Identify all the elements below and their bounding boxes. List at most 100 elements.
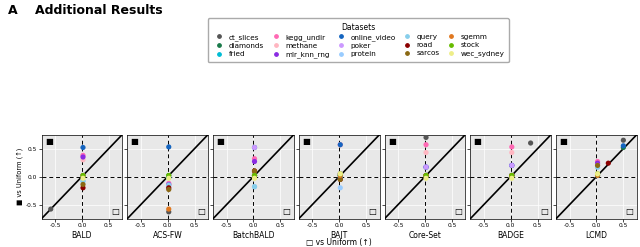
Point xyxy=(593,172,603,176)
Point xyxy=(335,177,346,181)
Point xyxy=(164,183,174,187)
Point xyxy=(593,165,603,169)
Point xyxy=(164,187,174,191)
Point xyxy=(507,151,517,155)
Point xyxy=(250,157,260,161)
Point xyxy=(164,173,174,177)
Point xyxy=(593,160,603,164)
Point xyxy=(421,173,431,177)
X-axis label: ACS-FW: ACS-FW xyxy=(153,230,182,240)
Point xyxy=(507,164,517,167)
Point xyxy=(164,181,174,185)
Point xyxy=(78,173,88,177)
Point xyxy=(507,173,517,177)
Text: □: □ xyxy=(369,207,376,216)
Point xyxy=(507,145,517,149)
Point xyxy=(335,172,346,176)
Point xyxy=(618,145,628,149)
Point xyxy=(593,173,603,177)
X-axis label: BADGE: BADGE xyxy=(497,230,524,240)
Point xyxy=(78,176,88,180)
Text: □: □ xyxy=(454,207,462,216)
Point xyxy=(507,173,517,177)
Point xyxy=(164,210,174,214)
Point xyxy=(335,173,346,177)
Point xyxy=(421,176,431,180)
Point xyxy=(250,160,260,164)
X-axis label: Core-Set: Core-Set xyxy=(408,230,442,240)
Point xyxy=(78,183,88,186)
Point xyxy=(250,173,260,177)
Point xyxy=(335,143,346,147)
Point xyxy=(421,143,431,147)
Point xyxy=(421,173,431,177)
Point xyxy=(421,173,431,177)
Point xyxy=(507,164,517,167)
Text: □: □ xyxy=(197,207,205,216)
Legend: ct_slices, diamonds, fried, kegg_undir, methane, mlr_knn_rng, online_video, poke: ct_slices, diamonds, fried, kegg_undir, … xyxy=(208,19,509,62)
Point xyxy=(335,172,346,176)
Point xyxy=(335,143,346,147)
Y-axis label: ■ vs Uniform (↑): ■ vs Uniform (↑) xyxy=(17,148,23,205)
Point xyxy=(507,176,517,180)
Point xyxy=(603,161,613,165)
Point xyxy=(618,138,628,142)
Point xyxy=(78,173,88,177)
Point xyxy=(164,187,174,191)
Point xyxy=(593,172,603,176)
Point xyxy=(250,145,260,149)
Point xyxy=(507,173,517,177)
Point xyxy=(421,165,431,169)
Point xyxy=(335,173,346,177)
Text: □: □ xyxy=(283,207,291,216)
X-axis label: BAIT: BAIT xyxy=(331,230,348,240)
Text: ■: ■ xyxy=(474,137,481,146)
Point xyxy=(335,173,346,177)
Point xyxy=(507,173,517,177)
Point xyxy=(164,145,174,149)
Text: A: A xyxy=(8,4,18,17)
Point xyxy=(593,162,603,166)
Point xyxy=(164,207,174,211)
Point xyxy=(593,165,603,169)
Point xyxy=(507,173,517,177)
Point xyxy=(78,153,88,157)
Point xyxy=(421,135,431,139)
Point xyxy=(164,186,174,190)
X-axis label: BatchBALD: BatchBALD xyxy=(232,230,275,240)
Point xyxy=(78,173,88,177)
X-axis label: LCMD: LCMD xyxy=(586,230,607,240)
Point xyxy=(250,173,260,177)
Point xyxy=(78,173,88,177)
Point xyxy=(507,173,517,177)
Point xyxy=(250,169,260,173)
Point xyxy=(45,207,56,211)
Point xyxy=(421,165,431,169)
Point xyxy=(250,176,260,180)
Text: ■: ■ xyxy=(131,137,138,146)
Point xyxy=(335,143,346,147)
Text: ■: ■ xyxy=(559,137,567,146)
Point xyxy=(78,173,88,177)
Point xyxy=(421,173,431,177)
Point xyxy=(421,173,431,177)
Point xyxy=(507,173,517,177)
Point xyxy=(593,164,603,167)
Point xyxy=(507,173,517,177)
Point xyxy=(525,141,536,145)
Point xyxy=(164,184,174,188)
Text: ■: ■ xyxy=(45,137,52,146)
Point xyxy=(250,169,260,173)
Point xyxy=(78,186,88,190)
Point xyxy=(78,145,88,149)
Point xyxy=(250,185,260,189)
Point xyxy=(164,176,174,180)
Text: □: □ xyxy=(540,207,548,216)
Text: ■: ■ xyxy=(388,137,396,146)
Text: ■: ■ xyxy=(302,137,310,146)
Point xyxy=(164,183,174,186)
Point xyxy=(78,158,88,162)
Point xyxy=(335,172,346,176)
Text: □ vs Uniform (↑): □ vs Uniform (↑) xyxy=(307,238,372,247)
Point xyxy=(618,144,628,148)
